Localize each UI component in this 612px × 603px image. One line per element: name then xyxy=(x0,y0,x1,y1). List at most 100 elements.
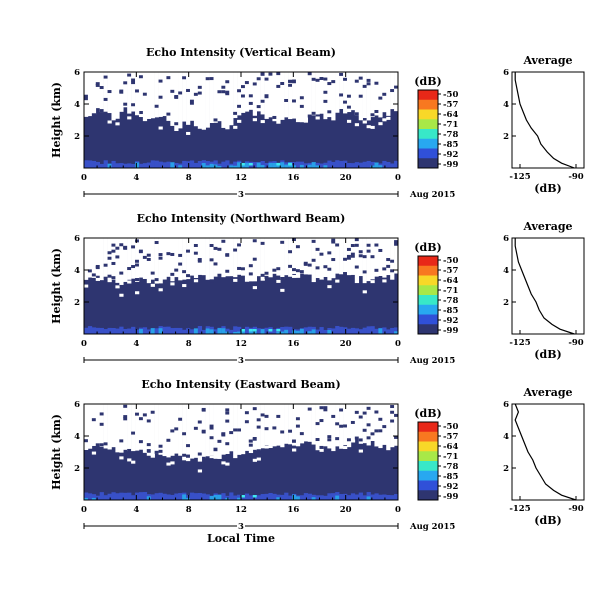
echo-low-cell xyxy=(319,495,324,500)
colorbar-segment xyxy=(418,470,438,481)
echo-speckle xyxy=(241,94,246,98)
echo-mid-cell xyxy=(138,329,144,334)
colorbar-unit: (dB) xyxy=(414,75,441,88)
no-echo-column xyxy=(138,72,144,111)
echo-speckle xyxy=(343,257,348,261)
no-echo-column xyxy=(390,238,395,280)
echo-high-cell xyxy=(248,329,254,332)
no-echo-column xyxy=(127,404,132,452)
echo-mid-cell xyxy=(370,165,375,168)
x-tick-label: 16 xyxy=(287,505,299,515)
colorbar-tick-label: -71 xyxy=(443,452,458,462)
echo-speckle xyxy=(323,265,328,269)
echo-low-cell xyxy=(213,160,218,168)
echo-speckle xyxy=(221,90,226,94)
echo-mid-cell xyxy=(193,328,199,334)
echo-speckle xyxy=(135,239,140,243)
no-echo-column xyxy=(115,404,120,453)
no-echo-column xyxy=(111,238,116,280)
echo-low-cell xyxy=(205,494,210,500)
echo-speckle xyxy=(186,454,191,458)
no-echo-column xyxy=(84,72,89,117)
no-echo-column xyxy=(319,72,324,114)
profile-line xyxy=(514,403,577,501)
date-day: 3 xyxy=(238,522,244,532)
echo-low-cell xyxy=(256,495,261,500)
echo-speckle xyxy=(209,279,214,283)
echo-speckle xyxy=(248,272,254,276)
no-echo-column xyxy=(91,238,97,278)
echo-mid-cell xyxy=(276,331,281,334)
echo-low-cell xyxy=(386,494,391,500)
echo-low-cell xyxy=(189,329,195,334)
no-echo-column xyxy=(343,72,348,114)
echo-speckle xyxy=(225,90,230,94)
echo-speckle xyxy=(319,419,324,423)
echo-speckle xyxy=(127,448,132,452)
echo-mid-cell xyxy=(335,495,340,500)
echo-speckle xyxy=(95,83,100,87)
echo-low-cell xyxy=(146,329,152,334)
no-echo-column xyxy=(256,72,261,112)
echo-speckle xyxy=(264,77,269,81)
colorbar-segment xyxy=(418,275,438,286)
echo-low-cell xyxy=(358,329,363,334)
x-tick-label: 0 xyxy=(81,173,87,183)
colorbar-segment xyxy=(418,129,438,140)
echo-mid-cell xyxy=(213,494,218,500)
no-echo-column xyxy=(346,404,352,448)
no-echo-column xyxy=(374,72,379,116)
echo-mid-cell xyxy=(201,163,206,168)
no-echo-speckle xyxy=(209,455,214,459)
echo-speckle xyxy=(237,266,242,270)
x-tick-label: 12 xyxy=(235,505,247,515)
echo-speckle xyxy=(115,246,120,250)
no-echo-column xyxy=(138,238,144,278)
no-echo-column xyxy=(138,404,144,450)
panel-1: Echo Intensity (Vertical Beam) 2 4 6 Height … xyxy=(50,46,585,200)
echo-low-cell xyxy=(213,329,218,334)
echo-speckle xyxy=(237,89,242,93)
echo-low-cell xyxy=(186,495,191,500)
no-echo-column xyxy=(186,404,191,462)
echo-low-cell xyxy=(103,160,108,168)
echo-low-cell xyxy=(241,495,246,500)
echo-low-cell xyxy=(268,493,273,500)
echo-low-cell xyxy=(119,492,124,500)
echo-low-cell xyxy=(154,328,159,334)
echo-speckle xyxy=(178,253,183,257)
echo-low-cell xyxy=(362,327,367,334)
echo-speckle xyxy=(374,109,379,113)
no-echo-column xyxy=(213,238,218,277)
echo-speckle xyxy=(292,439,297,443)
no-echo-column xyxy=(362,72,367,119)
no-echo-column xyxy=(158,238,163,284)
echo-speckle xyxy=(84,94,89,98)
x-axis-label: Local Time xyxy=(207,532,275,545)
echo-speckle xyxy=(311,77,316,81)
echo-speckle xyxy=(99,109,104,113)
echo-speckle xyxy=(229,431,234,435)
echo-low-cell xyxy=(87,160,93,168)
profile-line xyxy=(514,238,575,335)
no-echo-column xyxy=(237,72,242,116)
no-echo-column xyxy=(166,404,171,458)
no-echo-column xyxy=(311,404,316,445)
echo-speckle xyxy=(135,263,140,267)
echo-low-cell xyxy=(91,160,97,168)
echo-mid-cell xyxy=(292,165,297,168)
no-echo-column xyxy=(127,72,132,114)
no-echo-column xyxy=(107,238,112,283)
echo-speckle xyxy=(315,422,320,426)
echo-mid-cell xyxy=(311,162,316,168)
no-echo-column xyxy=(201,238,206,276)
echo-low-cell xyxy=(233,326,238,334)
no-echo-speckle xyxy=(264,445,269,449)
echo-speckle xyxy=(95,82,100,86)
x-tick-label: 20 xyxy=(340,173,352,183)
echo-mid-cell xyxy=(205,328,210,334)
echo-speckle xyxy=(193,243,199,247)
echo-low-cell xyxy=(307,326,312,334)
no-echo-column xyxy=(295,72,301,123)
echo-low-cell xyxy=(346,328,352,334)
